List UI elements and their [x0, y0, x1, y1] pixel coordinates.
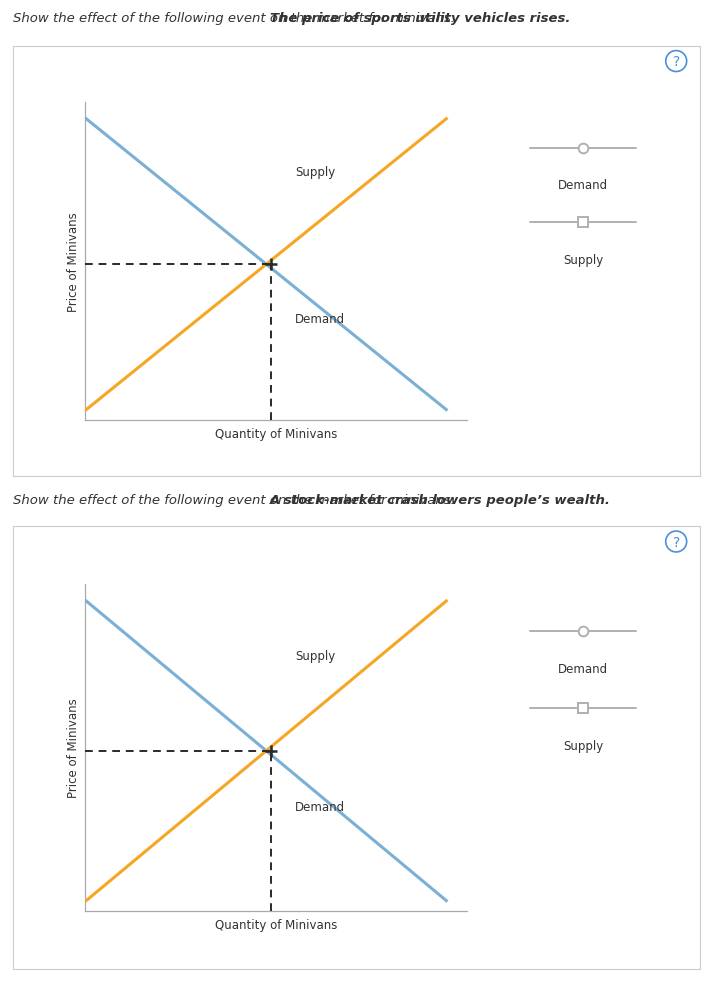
Text: Supply: Supply [295, 649, 335, 662]
Text: ?: ? [672, 535, 679, 549]
Text: A stock-market crash lowers people’s wealth.: A stock-market crash lowers people’s wea… [269, 494, 611, 507]
Text: Supply: Supply [563, 739, 604, 753]
Text: ?: ? [672, 55, 679, 69]
Text: Demand: Demand [295, 801, 345, 814]
Y-axis label: Price of Minivans: Price of Minivans [67, 211, 79, 312]
Text: Show the effect of the following event on the market for minivans:: Show the effect of the following event o… [13, 494, 459, 507]
Text: Demand: Demand [558, 662, 609, 675]
Text: Demand: Demand [558, 179, 609, 192]
Text: Show the effect of the following event on the market for minivans:: Show the effect of the following event o… [13, 12, 459, 25]
X-axis label: Quantity of Minivans: Quantity of Minivans [215, 428, 337, 441]
X-axis label: Quantity of Minivans: Quantity of Minivans [215, 919, 337, 932]
Y-axis label: Price of Minivans: Price of Minivans [67, 698, 79, 798]
Text: The price of sports utility vehicles rises.: The price of sports utility vehicles ris… [269, 12, 570, 25]
Text: Supply: Supply [295, 166, 335, 179]
Text: Supply: Supply [563, 254, 604, 267]
Text: Demand: Demand [295, 313, 345, 326]
